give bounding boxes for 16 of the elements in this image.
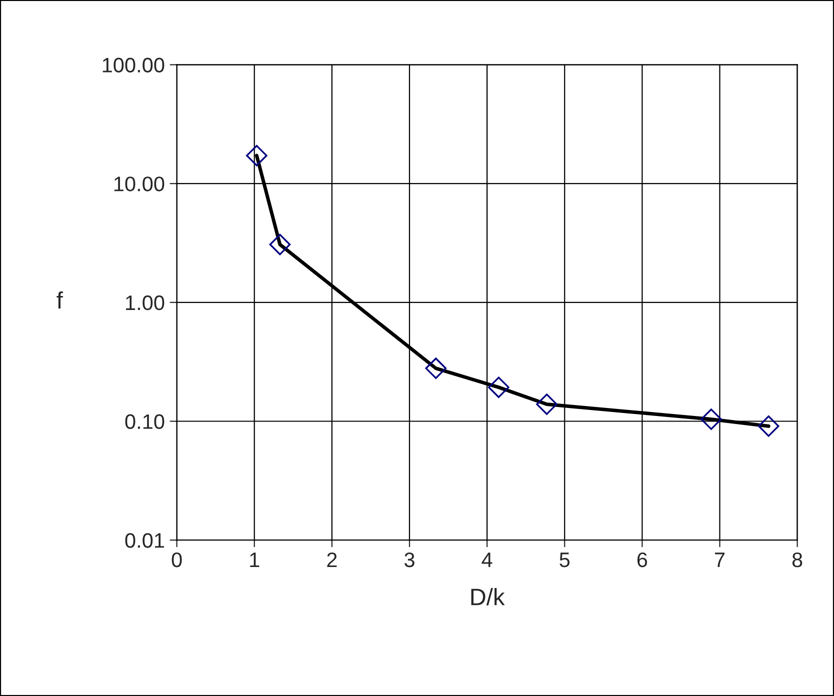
x-tick-label: 1 (250, 552, 260, 567)
y-tick-label: 10.00 (114, 176, 164, 192)
y-tick-label: 0.10 (125, 414, 164, 430)
x-tick-label: 7 (715, 552, 724, 567)
y-tick-label: 0.01 (125, 533, 164, 548)
x-tick-label: 4 (482, 552, 492, 567)
x-tick-label: 2 (327, 552, 337, 567)
x-axis-title: D/k (471, 588, 505, 606)
x-tick-label: 8 (792, 552, 802, 568)
x-tick-label: 3 (404, 552, 414, 568)
y-tick-label: 1.00 (126, 295, 164, 310)
y-axis-title: f (56, 291, 63, 309)
y-tick-label: 100.00 (102, 58, 164, 72)
x-tick-label: 6 (637, 552, 648, 568)
x-tick-label: 0 (172, 552, 182, 568)
x-tick-label: 5 (560, 552, 570, 568)
